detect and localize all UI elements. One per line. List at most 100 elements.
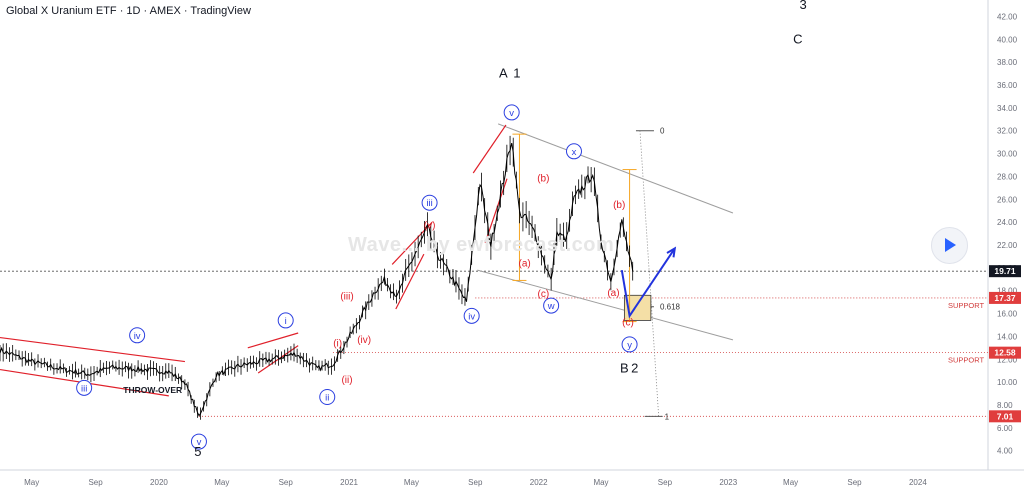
- x-tick-label: 2021: [340, 478, 358, 487]
- wave-label-circle: [463, 307, 480, 324]
- red-trendline: [472, 124, 507, 174]
- support-upper-label: 17.37: [994, 293, 1016, 303]
- y-tick-label: 12.00: [997, 355, 1018, 364]
- x-tick-label: 2023: [719, 478, 737, 487]
- wave-label-circled: i: [285, 316, 287, 327]
- wave-label-red: (a): [519, 258, 531, 269]
- wave-label-red: (iii): [340, 291, 353, 302]
- wave-label-circled: x: [572, 147, 577, 158]
- x-tick-label: May: [24, 478, 39, 487]
- projection-arrow: [620, 247, 676, 319]
- current-price-label-bg: [989, 265, 1021, 278]
- y-tick-label: 10.00: [997, 378, 1018, 387]
- x-tick-label: May: [783, 478, 798, 487]
- wave-label-circle: [543, 297, 560, 314]
- wave-label-red: (b): [537, 174, 549, 185]
- x-tick-label: 2024: [909, 478, 927, 487]
- play-button[interactable]: [931, 227, 968, 264]
- wave-label-black: A: [499, 66, 508, 81]
- wave-label-circled: w: [547, 301, 555, 312]
- fib-label-zero: 0: [660, 127, 665, 136]
- x-tick-label: May: [593, 478, 608, 487]
- y-tick-label: 42.00: [997, 12, 1018, 21]
- red-trendline: [395, 253, 425, 310]
- wave-label-circled: ii: [325, 393, 329, 404]
- y-tick-label: 4.00: [997, 447, 1013, 456]
- support-lower-label: 12.58: [994, 348, 1016, 358]
- y-tick-label: 40.00: [997, 35, 1018, 44]
- wave-label-red: (ii): [341, 375, 352, 386]
- wave-label-circled: y: [627, 340, 632, 351]
- y-tick-label: 14.00: [997, 332, 1018, 341]
- y-tick-label: 28.00: [997, 172, 1018, 181]
- wave-label-circle: [421, 194, 438, 211]
- wave-label-red: (iv): [357, 335, 371, 346]
- y-tick-label: 22.00: [997, 241, 1018, 250]
- support-lower-label-bg: [989, 346, 1021, 359]
- wave-label-black: C: [793, 31, 802, 46]
- y-tick-label: 30.00: [997, 150, 1018, 159]
- play-icon: [945, 238, 956, 252]
- x-tick-label: Sep: [468, 478, 483, 487]
- x-tick-label: Sep: [279, 478, 294, 487]
- wave-label-circle: [621, 336, 638, 353]
- y-tick-label: 16.00: [997, 310, 1018, 319]
- wave-label-red: (i): [333, 338, 342, 349]
- red-trendline: [247, 332, 299, 349]
- wave-label-black: 3: [799, 0, 806, 12]
- wave-label-circle: [565, 143, 582, 160]
- wave-label-circle: [129, 327, 146, 344]
- x-tick-label: Sep: [658, 478, 673, 487]
- x-tick-label: Sep: [847, 478, 862, 487]
- wave-label-red: (b): [613, 200, 625, 211]
- y-tick-label: 36.00: [997, 81, 1018, 90]
- wave-label-red: (a): [607, 288, 619, 299]
- wave-label-circled: v: [197, 437, 202, 448]
- wave-label-black: 1: [513, 66, 520, 81]
- wave-label-black: 5: [194, 444, 201, 459]
- fib-extension-line: [639, 130, 660, 417]
- current-price-label: 19.71: [994, 266, 1016, 276]
- x-tick-label: 2020: [150, 478, 168, 487]
- low-price-label-bg: [989, 410, 1021, 423]
- y-tick-label: 32.00: [997, 127, 1018, 136]
- wave-label-red: (v): [424, 221, 436, 232]
- y-tick-label: 38.00: [997, 58, 1018, 67]
- wave-label-red: (c): [622, 318, 634, 329]
- x-tick-label: May: [404, 478, 419, 487]
- wave-label-circled: iv: [134, 331, 141, 342]
- fib-label-ratio: 0.618: [660, 303, 681, 312]
- wave-label-black: B: [620, 360, 629, 375]
- chart-title: Global X Uranium ETF · 1D · AMEX · Tradi…: [6, 5, 251, 17]
- wave-label-black: 2: [631, 360, 638, 375]
- wave-label-circled: v: [509, 108, 514, 119]
- x-tick-label: Sep: [88, 478, 103, 487]
- fib-label-one: 1: [665, 412, 670, 421]
- wave-label-circled: iii: [81, 383, 87, 394]
- projection-arrow-head: [666, 246, 677, 258]
- low-price-label: 7.01: [997, 411, 1014, 421]
- x-tick-label: 2022: [530, 478, 548, 487]
- y-tick-label: 18.00: [997, 287, 1018, 296]
- support-label: SUPPORT: [948, 301, 985, 310]
- wave-label-red: (c): [538, 289, 550, 300]
- wave-label-circled: iii: [426, 198, 432, 209]
- y-tick-label: 6.00: [997, 424, 1013, 433]
- wave-label-circle: [190, 433, 207, 450]
- support-label: SUPPORT: [948, 356, 985, 365]
- wave-label-circle: [277, 312, 294, 329]
- wave-label-circle: [76, 379, 93, 396]
- watermark: Wave... by ewforecast.com: [348, 234, 615, 256]
- wave-label-circled: iv: [468, 311, 475, 322]
- y-tick-label: 24.00: [997, 218, 1018, 227]
- support-upper-label-bg: [989, 291, 1021, 304]
- x-tick-label: May: [214, 478, 229, 487]
- wave-label-circle: [503, 104, 520, 121]
- y-tick-label: 8.00: [997, 401, 1013, 410]
- wave-label-circle: [319, 389, 336, 405]
- y-tick-label: 26.00: [997, 195, 1018, 204]
- y-tick-label: 34.00: [997, 104, 1018, 113]
- red-trendline-upper: [0, 336, 186, 363]
